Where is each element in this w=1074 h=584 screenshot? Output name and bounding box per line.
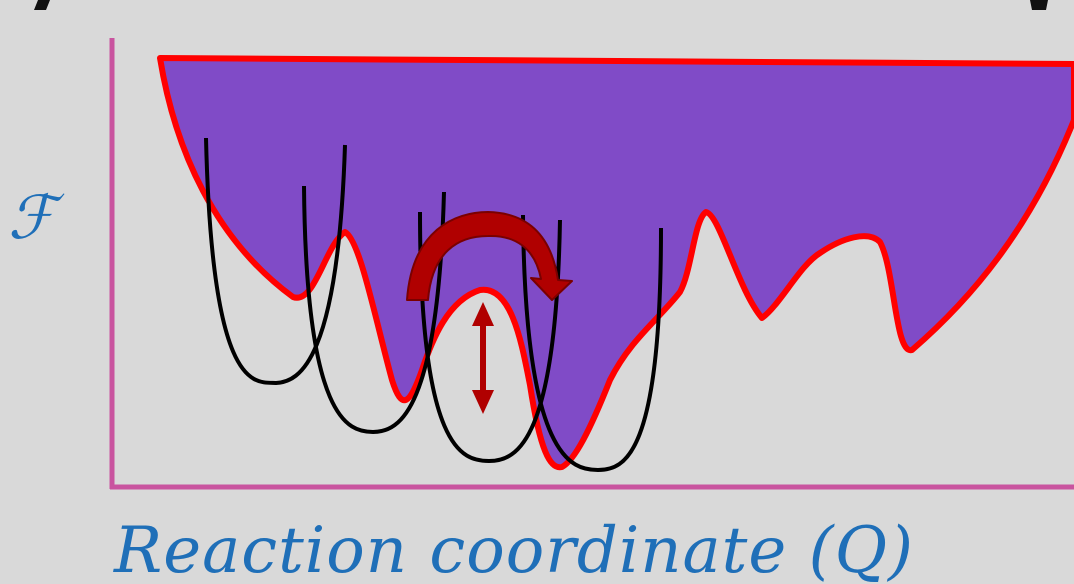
top-glyph-right: [1030, 0, 1048, 10]
barrier-height-arrow: [472, 302, 494, 414]
well-3: [418, 211, 562, 464]
energy-landscape: [157, 55, 1074, 471]
x-axis-label: Reaction coordinate (Q): [113, 514, 914, 584]
transition-arrow: [406, 211, 573, 301]
top-glyph-left: [34, 0, 50, 10]
y-axis-label: ℱ: [8, 183, 65, 253]
well-1: [204, 137, 347, 386]
well-4: [521, 214, 663, 473]
axes: [109, 38, 1074, 490]
harmonic-wells: [204, 137, 663, 473]
well-2: [302, 185, 446, 435]
